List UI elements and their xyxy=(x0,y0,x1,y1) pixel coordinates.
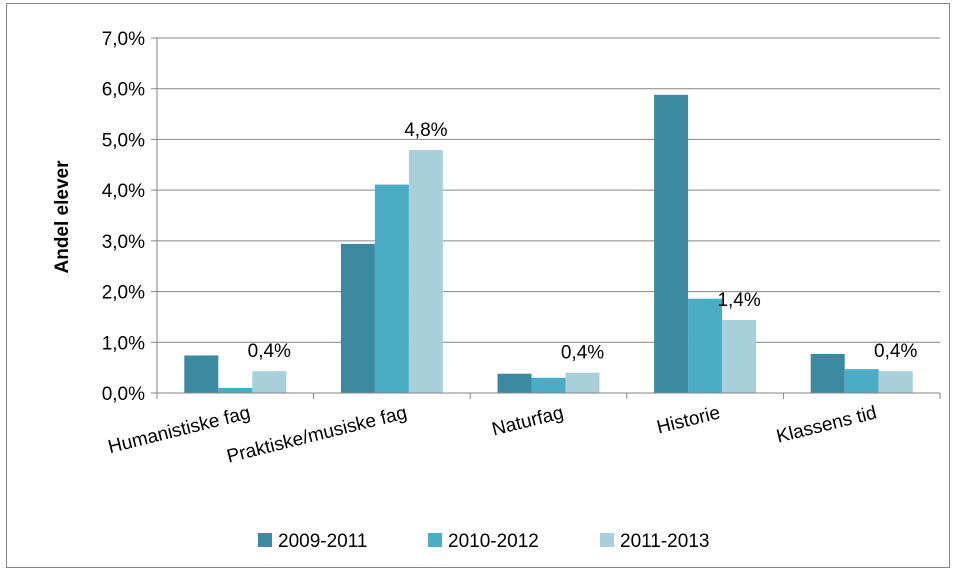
legend-swatch xyxy=(600,533,614,547)
x-tick-label: Historie xyxy=(655,402,723,438)
x-tick-label: Praktiske/musiske fag xyxy=(225,402,409,467)
bar xyxy=(810,353,845,393)
y-axis-title: Andel elever xyxy=(52,160,73,274)
legend-label: 2009-2011 xyxy=(278,531,367,552)
legend-label: 2010-2012 xyxy=(448,531,539,552)
y-tick-label: 2,0% xyxy=(102,283,145,304)
bar xyxy=(184,355,219,393)
y-tick-label: 1,0% xyxy=(102,333,145,354)
bar xyxy=(878,371,913,393)
x-tick-label: Naturfag xyxy=(490,402,566,440)
data-label: 0,4% xyxy=(874,341,917,362)
bar xyxy=(688,298,723,393)
data-label: 0,4% xyxy=(248,341,291,362)
axes xyxy=(151,37,941,399)
bar xyxy=(497,373,532,393)
y-tick-label: 7,0% xyxy=(102,29,145,50)
bar xyxy=(252,371,287,393)
data-label: 0,4% xyxy=(561,343,604,364)
data-label: 1,4% xyxy=(717,290,760,311)
legend-label: 2011-2013 xyxy=(620,531,709,552)
legend: 2009-2011 2010-2012 2011-2013 xyxy=(258,531,709,552)
bars xyxy=(184,94,913,394)
bar xyxy=(722,319,757,393)
legend-swatch xyxy=(428,533,442,547)
bar xyxy=(340,243,375,393)
gridlines xyxy=(157,37,940,343)
y-tick-label: 4,0% xyxy=(102,181,145,202)
y-tick-labels: 0,0% 1,0% 2,0% 3,0% 4,0% 5,0% 6,0% 7,0% xyxy=(102,29,145,405)
data-labels: 0,4% 4,8% 0,4% 1,4% 0,4% xyxy=(248,120,918,364)
bar xyxy=(218,387,253,393)
bar xyxy=(565,372,600,393)
y-tick-label: 0,0% xyxy=(102,384,145,405)
y-tick-label: 3,0% xyxy=(102,232,145,253)
bar xyxy=(374,184,409,393)
chart-frame xyxy=(6,3,950,568)
data-label: 4,8% xyxy=(404,120,447,141)
bar xyxy=(844,369,879,393)
bar xyxy=(408,150,443,393)
y-tick-label: 5,0% xyxy=(102,130,145,151)
x-tick-label: Klassens tid xyxy=(774,402,878,447)
legend-swatch xyxy=(258,533,272,547)
bar xyxy=(654,94,689,394)
y-tick-label: 6,0% xyxy=(102,80,145,101)
bar xyxy=(531,377,566,393)
